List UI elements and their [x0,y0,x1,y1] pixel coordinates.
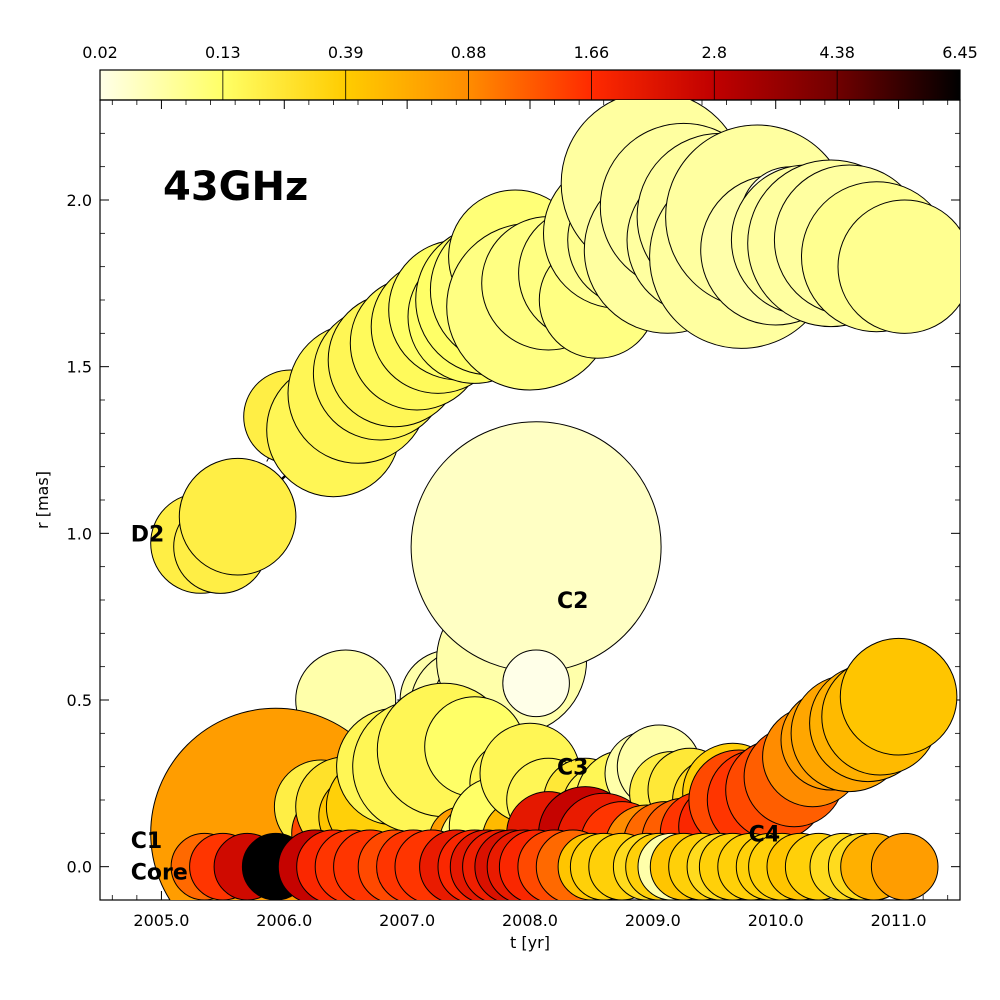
colorbar-tick-label: 2.8 [702,43,727,62]
label-c3: C3 [557,756,588,781]
colorbar-tick-label: 4.38 [819,43,855,62]
label-c2: C2 [557,589,588,614]
colorbar-tick-label: 0.13 [205,43,241,62]
colorbar-gradient [99,69,961,101]
y-axis-label: r [mas] [33,471,52,529]
colorbar-tick-label: 0.02 [82,43,118,62]
point-c4 [839,637,958,756]
point-d2 [837,199,960,334]
x-tick-label: 2009.0 [625,911,681,930]
label-c1: C1 [131,829,162,854]
x-tick-label: 2011.0 [871,911,927,930]
y-tick-label: 1.5 [67,358,92,377]
colorbar-tick-label: 6.45 [942,43,978,62]
y-tick-label: 2.0 [67,191,92,210]
x-tick-label: 2010.0 [748,911,804,930]
label-d2: D2 [131,522,165,547]
colorbar-tick-label: 1.66 [574,43,610,62]
colorbar-ticks: 0.02 0.13 0.39 0.88 1.66 2.8 4.38 6.45 [82,43,978,100]
x-tick-label: 2007.0 [379,911,435,930]
label-core: Core [131,861,188,886]
colorbar: 0.02 0.13 0.39 0.88 1.66 2.8 4.38 6.45 [82,43,978,101]
x-tick-label: 2006.0 [256,911,312,930]
colorbar-tick-label: 0.88 [451,43,487,62]
axis-ticks: 2005.0 2006.0 2007.0 2008.0 2009.0 2010.0 2011… [67,100,960,930]
colorbar-tick-label: 0.39 [328,43,364,62]
point-core [870,832,939,900]
x-axis-label: t [yr] [510,933,550,952]
chart-title: 43GHz [163,164,308,210]
x-tick-label: 2008.0 [502,911,558,930]
x-tick-label: 2005.0 [133,911,189,930]
y-tick-label: 0.0 [67,858,92,877]
label-c4: C4 [749,822,780,847]
point-c2 [502,649,570,718]
component-labels: D2 C2 C1 C3 C4 Core [131,522,780,885]
data-points [150,100,960,900]
point-d2 [178,457,297,576]
y-tick-label: 1.0 [67,524,92,543]
y-tick-label: 0.5 [67,691,92,710]
point-c2 [410,421,662,673]
